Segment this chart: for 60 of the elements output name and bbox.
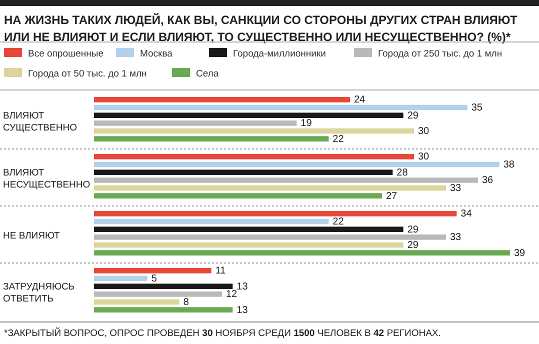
bar xyxy=(94,162,500,168)
bar xyxy=(94,193,382,198)
data-label: 38 xyxy=(503,160,515,170)
data-label: 8 xyxy=(183,297,190,308)
bar xyxy=(94,234,446,240)
data-label: 35 xyxy=(471,102,483,114)
legend-label: Москва xyxy=(140,48,174,60)
data-label: 30 xyxy=(418,152,430,163)
data-label: 27 xyxy=(386,190,398,202)
y-tick-label: ВЛИЯЮТ НЕСУЩЕСТВЕННО xyxy=(3,168,90,190)
legend-label: Села xyxy=(196,68,220,80)
y-tick-label: НЕ ВЛИЯЮТ xyxy=(3,230,60,242)
y-tick-label: ЗАТРУДНЯЮСЬ ОТВЕТИТЬ xyxy=(3,282,75,304)
data-label: 39 xyxy=(514,248,526,259)
bar xyxy=(94,112,404,118)
bar xyxy=(94,292,222,297)
data-label: 33 xyxy=(450,183,462,194)
bar xyxy=(94,276,148,282)
data-label: 29 xyxy=(407,224,419,236)
bar xyxy=(94,211,457,216)
bar xyxy=(94,284,233,289)
legend-label: Города-миллионники xyxy=(233,48,326,60)
data-label: 28 xyxy=(396,167,408,178)
legend-label: Все опрошенные xyxy=(28,48,104,60)
bar xyxy=(94,128,414,134)
bar xyxy=(94,250,510,256)
bar xyxy=(94,120,297,126)
data-label: 22 xyxy=(332,216,344,228)
data-label: 13 xyxy=(236,304,248,316)
text: *ЗАКРЫТЫЙ ВОПРОС, ОПРОС ПРОВЕДЕН 30 НОЯБРЯ СРЕДИ 1500 ЧЕЛОВЕК В 42 РЕГИОНАХ. xyxy=(4,327,441,339)
bar xyxy=(94,97,350,102)
bar xyxy=(94,218,329,224)
bar xyxy=(94,178,478,183)
data-label: 5 xyxy=(151,274,158,284)
bar xyxy=(94,307,233,312)
data-label: 11 xyxy=(215,266,226,277)
bar xyxy=(94,242,404,248)
data-label: 24 xyxy=(354,94,366,106)
y-tick-label: ВЛИЯЮТ СУЩЕСТВЕННО xyxy=(3,110,77,134)
data-label: 12 xyxy=(226,289,238,300)
data-label: 19 xyxy=(300,118,312,130)
chart-title: НА ЖИЗНЬ ТАКИХ ЛЮДЕЙ, КАК ВЫ, САНКЦИИ СО СТОРОНЫ ДРУГИХ СТРАН ВЛИЯЮТ ИЛИ НЕ ВЛИЯЮТ И ЕСЛИ ВЛИЯЮТ, ТО СУЩЕСТВЕННО ИЛИ НЕСУЩЕСТВЕННО? (%)* xyxy=(4,13,518,44)
bar xyxy=(94,154,414,160)
data-label: 22 xyxy=(332,134,344,145)
bar xyxy=(94,136,329,142)
data-label: 30 xyxy=(418,126,430,137)
legend-label: Города от 50 тыс. до 1 млн xyxy=(28,68,147,80)
bar xyxy=(94,299,180,305)
legend-label: Города от 250 тыс. до 1 млн xyxy=(378,48,502,60)
bar xyxy=(94,170,393,175)
bar xyxy=(94,268,212,274)
bar xyxy=(94,226,404,232)
bar xyxy=(94,104,468,110)
data-label: 29 xyxy=(407,240,419,251)
data-label: 33 xyxy=(450,232,462,244)
data-label: 13 xyxy=(236,281,248,292)
data-label: 29 xyxy=(407,110,419,122)
bar xyxy=(94,185,446,191)
data-label: 36 xyxy=(482,175,494,186)
data-label: 34 xyxy=(460,208,472,220)
